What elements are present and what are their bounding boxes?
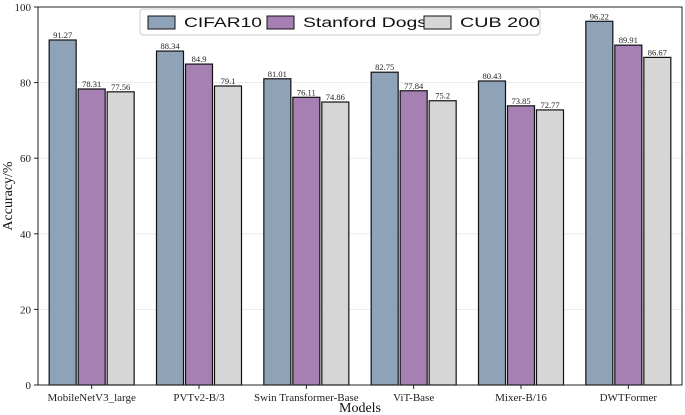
legend: CIFAR10 Stanford Dogs CUB 200 [139, 8, 541, 36]
bar [106, 91, 135, 386]
bar [614, 44, 643, 386]
data-label: 91.27 [53, 30, 72, 40]
bar [292, 96, 321, 386]
bar [643, 56, 672, 386]
y-tick-label: 40 [20, 229, 32, 241]
data-label: 81.01 [268, 69, 287, 79]
bar [535, 109, 565, 386]
data-label: 72.77 [540, 100, 559, 110]
data-label: 84.9 [192, 54, 207, 64]
bar [48, 39, 77, 386]
data-label: 80.43 [482, 71, 501, 81]
legend-label: CUB 200 [460, 14, 540, 30]
bar [399, 90, 428, 386]
x-axis-ticks: MobileNetV3_large PVTv2-B/3 Swin Transform… [47, 385, 657, 404]
x-tick-label: Mixer-B/16 [495, 392, 547, 404]
data-label: 77.84 [404, 81, 424, 91]
value-labels: 91.27 78.31 77.56 88.34 84.9 79.1 81.01 76.11 74… [53, 11, 667, 110]
bar [428, 100, 457, 386]
bar [321, 101, 350, 386]
y-tick-label: 20 [20, 304, 32, 316]
legend-label: Stanford Dogs [303, 14, 427, 30]
x-tick-label: DWTFormer [600, 392, 658, 404]
bar [155, 50, 185, 386]
data-label: 88.34 [160, 41, 180, 51]
bar [213, 85, 243, 386]
data-label: 74.86 [326, 92, 345, 102]
y-axis-title: Accuracy/% [1, 161, 16, 231]
bar [477, 80, 507, 386]
plot-frame [37, 6, 683, 386]
y-tick-label: 80 [20, 78, 32, 90]
bar [370, 71, 399, 386]
legend-label: CIFAR10 [184, 14, 262, 30]
data-label: 86.67 [648, 47, 667, 57]
y-tick-label: 0 [26, 380, 32, 392]
bar [585, 20, 614, 386]
x-tick-label: PVTv2-B/3 [173, 392, 225, 404]
bar [263, 78, 292, 386]
legend-swatch [266, 15, 295, 30]
data-label: 96.22 [590, 11, 609, 21]
data-label: 79.1 [221, 76, 236, 86]
gridlines [38, 82, 682, 310]
bar [184, 63, 214, 386]
data-label: 78.31 [82, 79, 101, 89]
x-tick-label: MobileNetV3_large [47, 392, 136, 404]
bars [48, 20, 672, 386]
data-label: 73.85 [511, 96, 530, 106]
y-tick-label: 60 [20, 153, 32, 165]
bar [506, 105, 536, 386]
legend-swatch [423, 15, 452, 30]
data-label: 75.2 [435, 91, 450, 101]
x-tick-label: Swin Transformer-Base [254, 392, 359, 404]
data-label: 77.56 [111, 82, 130, 92]
data-label: 82.75 [375, 62, 394, 72]
x-tick-label: ViT-Base [393, 392, 434, 404]
data-label: 76.11 [297, 87, 316, 97]
data-label: 89.91 [619, 35, 638, 45]
legend-swatch [147, 15, 176, 30]
y-tick-label: 100 [15, 2, 32, 14]
x-axis-title: Models [339, 401, 381, 415]
y-axis-ticks: 0 20 40 60 80 100 [15, 2, 38, 392]
bar [77, 88, 106, 386]
